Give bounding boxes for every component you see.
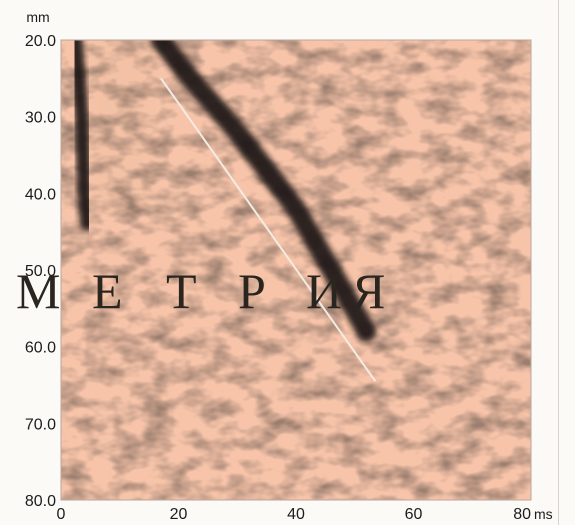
y-axis-unit: mm: [26, 9, 49, 25]
watermark-letter: Т: [166, 263, 197, 319]
x-tick-label: 80: [513, 506, 531, 523]
watermark: М Е Т Р И Я: [16, 262, 416, 332]
watermark-letter: Е: [92, 263, 123, 319]
velocity-line: [160, 77, 377, 382]
y-tick-label: 30.0: [25, 110, 56, 127]
watermark-letter: Р: [238, 263, 266, 319]
y-axis: 20.0 30.0 40.0 50.0 60.0 70.0 80.0: [25, 33, 56, 510]
y-tick-label: 50.0: [25, 263, 56, 280]
x-tick-label: 20: [170, 506, 188, 523]
scan-edge: [558, 0, 559, 525]
watermark-letter: Я: [352, 263, 386, 319]
y-tick-label: 20.0: [25, 33, 56, 50]
plot-area: [61, 40, 531, 500]
x-tick-label: 0: [57, 506, 66, 523]
plot-frame: [60, 39, 532, 501]
y-tick-label: 40.0: [25, 186, 56, 203]
x-axis: 0 20 40 60 80: [57, 506, 532, 523]
watermark-letter: И: [306, 263, 343, 319]
band-diagonal: [150, 40, 377, 342]
y-tick-label: 80.0: [25, 493, 56, 510]
watermark-letter: М: [16, 263, 61, 319]
y-tick-label: 60.0: [25, 340, 56, 357]
x-tick-label: 60: [405, 506, 423, 523]
x-tick-label: 40: [287, 506, 305, 523]
x-axis-unit: ms: [534, 506, 553, 522]
y-tick-label: 70.0: [25, 416, 56, 433]
band-left: [68, 40, 95, 231]
